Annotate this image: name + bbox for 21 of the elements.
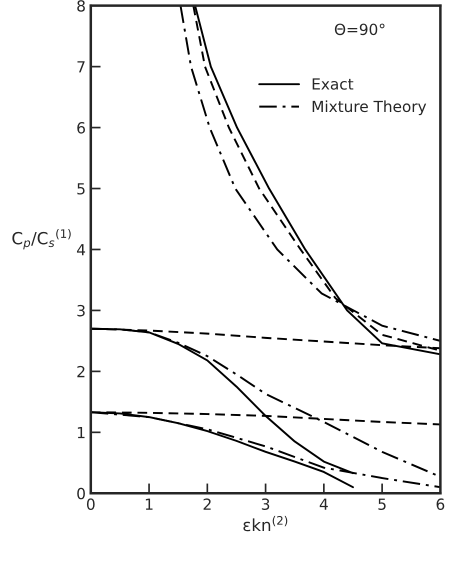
x-tick-label: 0: [86, 498, 95, 510]
x-tick-label: 6: [436, 498, 444, 510]
legend-label: Mixture Theory: [312, 100, 426, 116]
x-tick-label: 2: [204, 498, 211, 510]
y-tick-label: 3: [77, 304, 85, 316]
y-tick-label: 8: [77, 0, 85, 12]
annotation: Θ=90°: [334, 24, 384, 36]
legend-label: Exact: [312, 78, 354, 90]
y-tick-label: 6: [77, 122, 85, 134]
y-tick-label: 4: [76, 244, 86, 256]
x-tick-label: 5: [378, 498, 386, 510]
y-tick-label: 1: [78, 427, 85, 438]
x-tick-label: 1: [146, 498, 153, 510]
x-tick-label: 3: [262, 498, 270, 510]
y-tick-label: 5: [77, 183, 85, 195]
y-tick-label: 7: [77, 61, 85, 72]
y-tick-label: 0: [77, 488, 85, 500]
x-tick-label: 4: [320, 498, 328, 510]
x-axis-title: εkn$^{(2)}$: [243, 516, 288, 532]
y-axis-title: C$_{p}$/C$_{s}$$^{(1)}$: [12, 228, 71, 250]
y-tick-label: 2: [77, 366, 84, 378]
